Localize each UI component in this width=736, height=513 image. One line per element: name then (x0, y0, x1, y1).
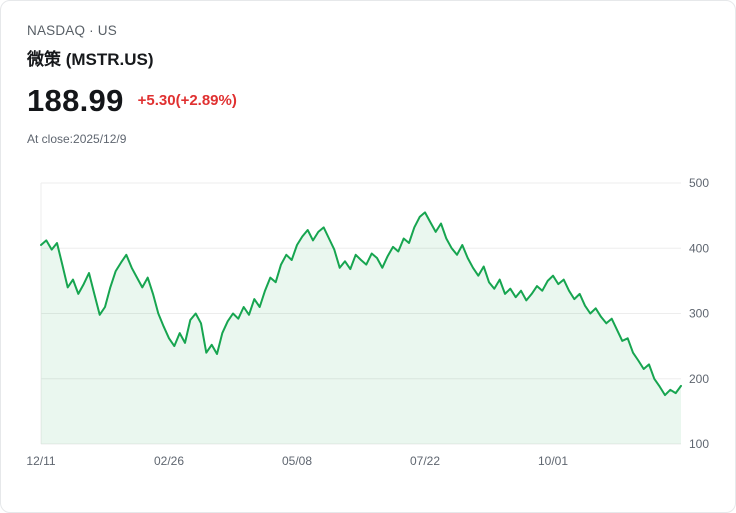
market-label: NASDAQ · US (27, 23, 117, 38)
y-axis-label: 300 (689, 307, 709, 321)
price-area (41, 212, 681, 444)
price-change: +5.30(+2.89%) (137, 92, 237, 110)
y-axis-label: 100 (689, 437, 709, 451)
price-line (40, 211, 682, 397)
price-chart-svg[interactable]: 500 400 300 200 100 12/11 02/26 05/08 07/22 10/01 (1, 169, 736, 479)
stock-title: 微策 (MSTR.US) (27, 50, 154, 69)
x-axis-label: 05/08 (282, 454, 312, 468)
price-row: 188.99 +5.30(+2.89%) (27, 83, 709, 119)
as-of-label: At close:2025/12/9 (27, 131, 127, 146)
x-axis-label: 02/26 (154, 454, 184, 468)
y-axis-label: 200 (689, 372, 709, 386)
x-axis-label: 07/22 (410, 454, 440, 468)
x-axis-label: 12/11 (26, 454, 55, 468)
y-axis-label: 500 (689, 176, 709, 190)
quote-header: NASDAQ · US 微策 (MSTR.US) 188.99 +5.30(+2… (1, 1, 735, 146)
current-price: 188.99 (27, 83, 124, 118)
y-axis-label: 400 (689, 241, 709, 255)
x-axis-label: 10/01 (538, 454, 568, 468)
